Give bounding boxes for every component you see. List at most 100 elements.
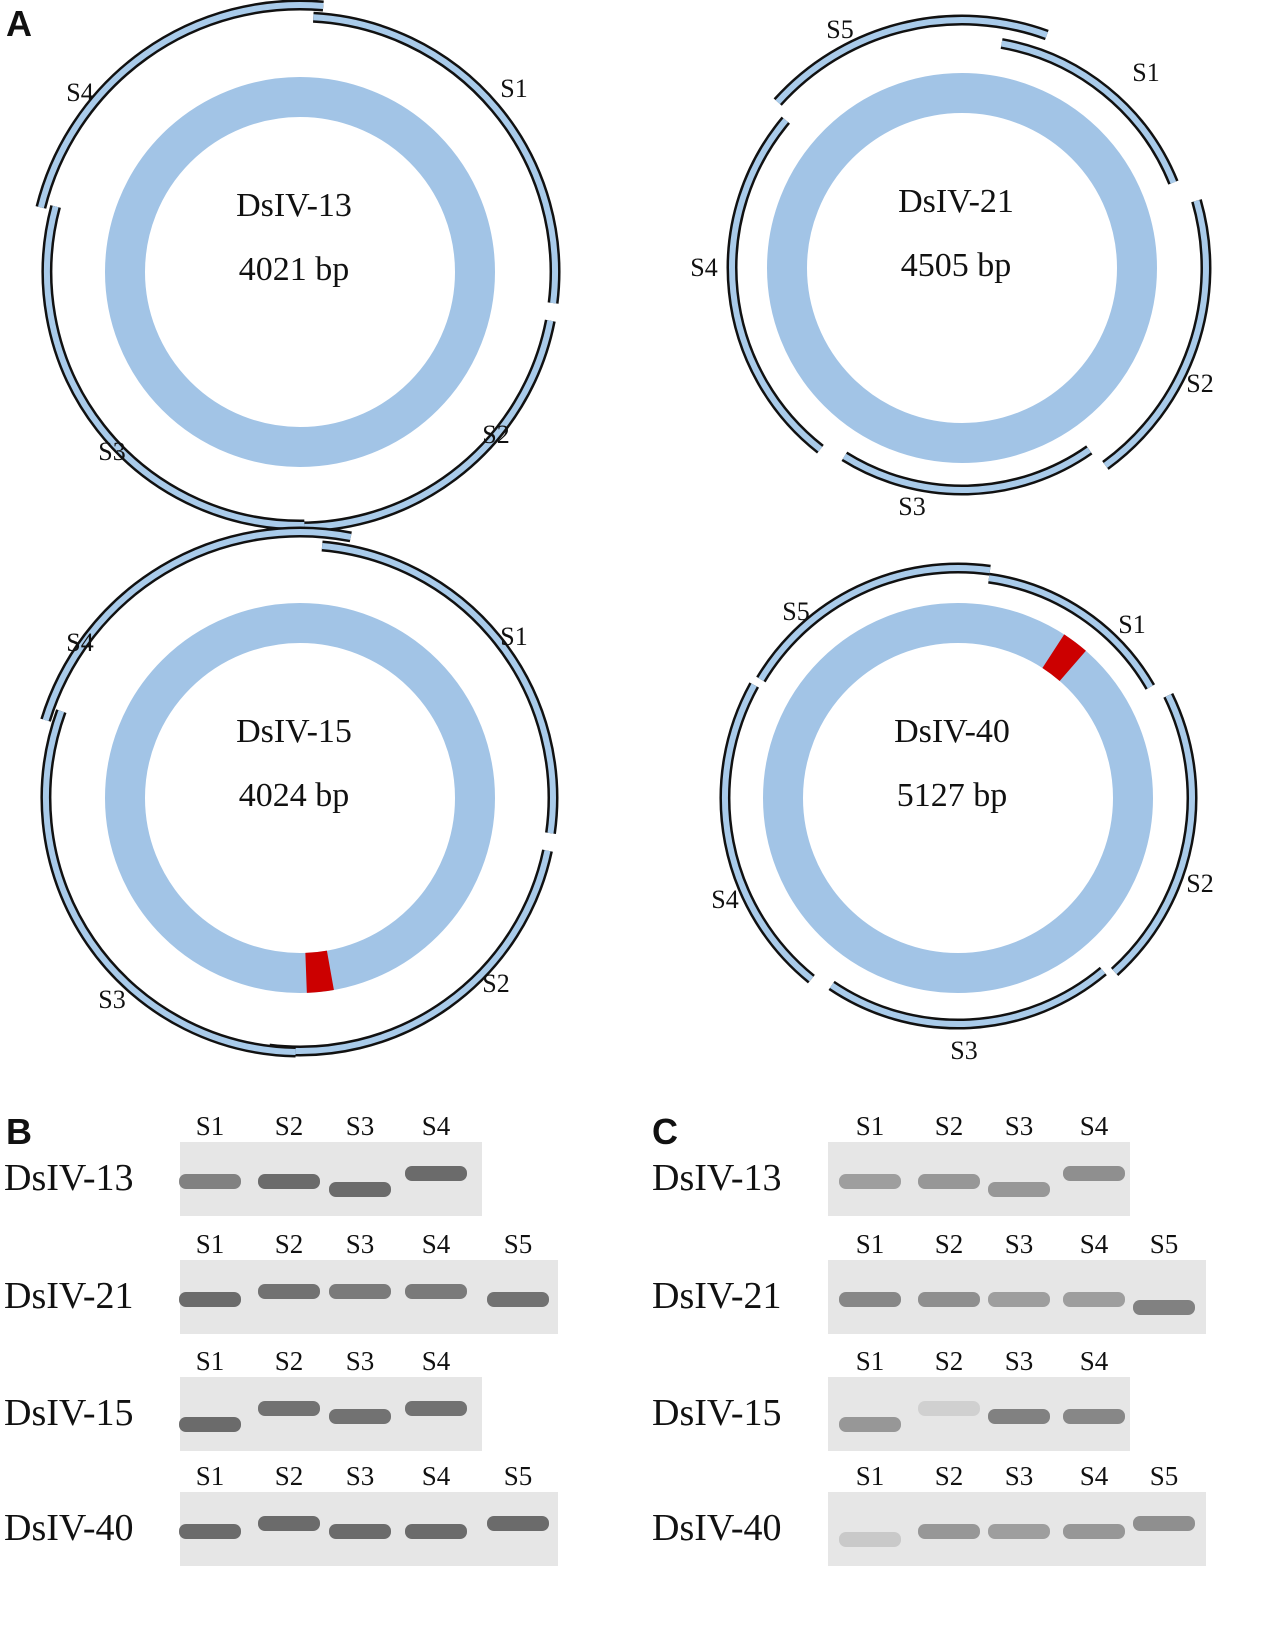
segment-label: S3 [898,492,925,521]
segment-label: S3 [98,437,125,466]
lane-label: S3 [1005,1461,1034,1491]
segment-label: S1 [500,622,527,651]
panel-letter-c: C [652,1111,678,1152]
plasmid-map: DsIV-21 4505 bp S1 S2 S3 S4 S5 [690,14,1214,521]
lane-label: S1 [856,1111,885,1141]
lane-label: S2 [935,1229,964,1259]
segment-label: S3 [950,1036,977,1065]
gel-band [405,1524,467,1539]
lane-label: S1 [196,1461,225,1491]
lane-label: S5 [504,1229,533,1259]
segment-label: S3 [98,985,125,1014]
lane-label: S2 [275,1461,304,1491]
segment-arc [722,683,814,982]
lane-label: S3 [346,1111,375,1141]
gel-band [918,1292,980,1307]
segment-label: S4 [711,885,738,914]
plasmid-name: DsIV-21 [898,183,1014,220]
segment-arc [842,447,1092,494]
gel-row-label: DsIV-21 [4,1275,134,1317]
gel-band [1063,1292,1125,1307]
segment-arc [43,205,305,529]
segment-label: S4 [66,628,93,657]
lane-label: S5 [1150,1229,1179,1259]
gel-row: DsIV-40 S1 S2 S3 S4 S5 [4,1461,558,1566]
segment-label: S4 [690,253,717,282]
plasmid-map: DsIV-15 4024 bp S1 S2 S3 S4 [40,526,559,1058]
segment-arc [729,118,823,452]
plasmid-size: 4024 bp [239,777,350,814]
gel-row: DsIV-13 S1 S2 S3 S4 [652,1111,1130,1216]
plasmid-ring [763,603,1153,993]
segment-arc [313,14,558,304]
segment-label: S2 [482,969,509,998]
lane-label: S2 [935,1461,964,1491]
gel-band [179,1292,241,1307]
gel-band [1063,1409,1125,1424]
lane-label: S5 [1150,1461,1179,1491]
lane-label: S3 [346,1346,375,1376]
gel-band [918,1524,980,1539]
gel-row: DsIV-15 S1 S2 S3 S4 [4,1346,482,1451]
segment-arc [42,710,296,1055]
gel-row-label: DsIV-15 [4,1392,134,1434]
gel-band [329,1182,391,1197]
plasmid-maps: DsIV-13 4021 bp S1 S2 S3 S4 DsIV-21 4505 bp S1 S2… [35,0,1214,1065]
gel-band [405,1401,467,1416]
segment-arc [829,968,1106,1028]
gel-band [1063,1166,1125,1181]
segment-label: S1 [500,74,527,103]
gel-row-label: DsIV-40 [4,1507,134,1549]
plasmid-size: 5127 bp [897,777,1008,814]
lane-label: S1 [856,1229,885,1259]
segment-label: S2 [1186,869,1213,898]
gel-band [179,1524,241,1539]
lane-label: S4 [422,1461,451,1491]
gel-band [258,1284,320,1299]
lane-label: S1 [856,1461,885,1491]
gel-band [179,1174,241,1189]
gel-band [918,1174,980,1189]
plasmid-size: 4505 bp [901,247,1012,284]
gel-row-label: DsIV-21 [652,1275,782,1317]
gel-band [487,1516,549,1531]
gel-band [405,1166,467,1181]
gel-band [988,1292,1050,1307]
lane-label: S1 [856,1346,885,1376]
segment-label: S1 [1118,610,1145,639]
gel-row: DsIV-15 S1 S2 S3 S4 [652,1346,1130,1451]
gel-band [988,1409,1050,1424]
plasmid-ring [105,603,495,993]
segment-arc [988,575,1153,689]
segment-label: S5 [782,597,809,626]
plasmid-map: DsIV-40 5127 bp S1 S2 S3 S4 S5 [711,562,1214,1065]
gel-band [988,1182,1050,1197]
lane-label: S3 [346,1229,375,1259]
gel-band [988,1524,1050,1539]
lane-label: S4 [1080,1461,1109,1491]
segment-arc [775,17,1048,105]
lane-label: S4 [1080,1346,1109,1376]
lane-label: S4 [1080,1111,1109,1141]
gel-row: DsIV-21 S1 S2 S3 S4 S5 [4,1229,558,1334]
gel-band [1133,1300,1195,1315]
gel-row: DsIV-40 S1 S2 S3 S4 S5 [652,1461,1206,1566]
gel-row-label: DsIV-40 [652,1507,782,1549]
gel-band [1133,1516,1195,1531]
gel-band [329,1409,391,1424]
gel-panels: DsIV-13 S1 S2 S3 S4 DsIV-21 S1 S2 S3 S4 S5 DsIV-15 S… [4,1111,1206,1566]
segment-arc [37,2,324,209]
segment-label: S2 [1186,369,1213,398]
segment-label: S5 [826,15,853,44]
gel-row-label: DsIV-13 [4,1157,134,1199]
segment-arc [42,529,352,722]
lane-label: S2 [275,1229,304,1259]
gel-band [179,1417,241,1432]
segment-arc [1103,199,1209,468]
gel-band [329,1284,391,1299]
plasmid-name: DsIV-40 [894,713,1010,750]
segment-label: S2 [482,420,509,449]
gel-band [839,1174,901,1189]
lane-label: S3 [1005,1346,1034,1376]
